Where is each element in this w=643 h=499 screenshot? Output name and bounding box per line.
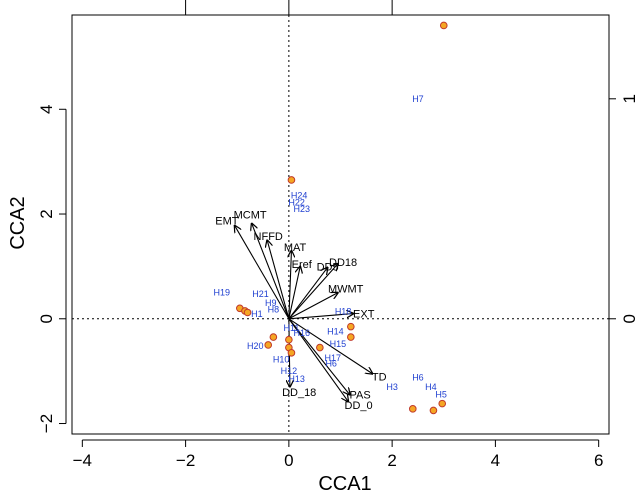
site-point (287, 176, 296, 184)
arrow-nffd (267, 240, 290, 319)
site-label: H8 (268, 304, 280, 314)
y-axis-label: CCA2 (7, 196, 29, 249)
site-point (285, 335, 293, 344)
site-label: H10 (273, 355, 290, 365)
arrow-label: EXT (353, 309, 375, 321)
site-point (439, 21, 448, 30)
x-axis-label: CCA1 (318, 473, 371, 495)
arrow-label: Eref (292, 259, 313, 271)
arrow-pas (288, 318, 350, 395)
arrow-label: PAS (350, 390, 371, 402)
site-label: H9 (265, 298, 277, 308)
x-tick-label: −4 (73, 451, 92, 470)
x-tick-label: 2 (387, 451, 396, 470)
arrow-label: EMT (215, 215, 239, 227)
site-label: H3 (386, 382, 398, 392)
arrow-label: NFFD (254, 231, 283, 243)
arrow-emt (235, 226, 290, 320)
site-point (438, 399, 447, 408)
arrow-td (288, 318, 373, 374)
arrow-ext (288, 314, 354, 320)
site-label: H21 (252, 289, 269, 299)
points-group (236, 21, 448, 415)
arrow-label: DD_0 (345, 400, 373, 412)
arrow-label: MAT (284, 242, 307, 254)
y-tick-label: 2 (37, 209, 56, 218)
site-point (347, 322, 355, 331)
site-point (347, 333, 355, 341)
site-label: H24 (291, 191, 308, 201)
site-point (264, 341, 273, 349)
site-point (287, 349, 296, 357)
site-point (408, 405, 417, 413)
arrow-label: DD5 (317, 261, 339, 273)
arrow-mwmt (288, 293, 338, 320)
arrow-label: MWMT (328, 283, 364, 295)
arrow-eref (288, 266, 300, 319)
x-tick-label: 0 (284, 451, 293, 470)
site-label: H17 (324, 353, 341, 363)
site-label: H6 (325, 358, 337, 368)
site-label: H7 (412, 94, 424, 104)
y-tick-label: −2 (37, 414, 56, 433)
site-label: H14 (327, 326, 344, 336)
site-label: H15 (330, 339, 347, 349)
site-label: H16 (294, 328, 311, 338)
site-point (316, 343, 324, 352)
x-tick-label: −2 (176, 451, 195, 470)
right-tick-label: 0 (620, 314, 639, 323)
site-label: H20 (247, 341, 264, 351)
site-point (269, 333, 278, 341)
site-label: H4 (425, 382, 437, 392)
site-label: H22 (288, 198, 305, 208)
site-label: H11 (284, 323, 300, 333)
arrow-mat (289, 251, 292, 319)
site-label: H23 (294, 204, 311, 214)
arrow-dd5 (288, 267, 328, 320)
plot-frame (71, 14, 610, 435)
site-label: H6 (412, 372, 424, 382)
arrow-label: DD_18 (282, 387, 316, 399)
axes-group: −4 −2 0 2 4 6 −2 0 2 4 0 1 (37, 0, 639, 470)
arrow-label: MCMT (234, 210, 267, 222)
arrow-label: TD (372, 371, 387, 383)
right-tick-label: 1 (620, 94, 639, 103)
arrow-dd18 (288, 264, 338, 320)
site-label: H18 (335, 306, 352, 316)
site-label: H1 (251, 309, 263, 319)
site-point (243, 308, 252, 317)
x-tick-label: 6 (594, 451, 603, 470)
site-label: H13 (288, 374, 305, 384)
y-tick-label: 4 (37, 105, 56, 114)
x-tick-label: 4 (491, 451, 500, 470)
arrow-dd-0 (288, 318, 348, 402)
site-point (429, 406, 438, 415)
arrow-label: DD18 (329, 257, 357, 269)
site-label: H19 (213, 288, 230, 298)
arrow-mcmt (252, 223, 290, 319)
site-label: H12 (281, 366, 298, 376)
site-label: H5 (435, 390, 447, 400)
y-tick-label: 0 (37, 314, 56, 323)
